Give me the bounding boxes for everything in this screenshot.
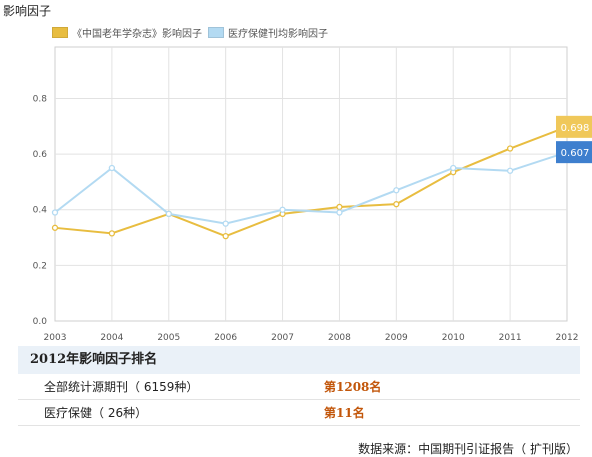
- y-tick-label: 0.0: [33, 317, 48, 327]
- legend-swatch-journal: [52, 27, 68, 38]
- chart-title: 影响因子: [3, 4, 52, 18]
- data-point[interactable]: [222, 233, 229, 240]
- x-tick-label: 2009: [385, 333, 408, 343]
- data-point[interactable]: [393, 201, 400, 208]
- data-point[interactable]: [450, 164, 457, 172]
- data-point[interactable]: [165, 210, 172, 218]
- data-point[interactable]: [51, 209, 59, 216]
- legend-label-journal: 《中国老年学杂志》影响因子: [72, 29, 202, 40]
- series-line-2: [54, 151, 568, 225]
- x-tick-label: 2008: [328, 333, 351, 343]
- end-value-label: 0.698: [561, 123, 590, 134]
- x-tick-label: 2006: [214, 333, 237, 343]
- y-tick-label: 0.2: [33, 261, 47, 271]
- x-tick-label: 2010: [442, 333, 465, 343]
- end-value-label-box: [556, 141, 592, 164]
- data-point[interactable]: [279, 206, 286, 213]
- source-note: 数据来源：中国期刊引证报告（ 扩刊版）: [358, 442, 578, 456]
- ranking-row: 医疗保健（ 26种） 第11名: [18, 400, 580, 426]
- legend-swatch-average: [208, 27, 224, 38]
- data-point[interactable]: [108, 230, 116, 237]
- data-point[interactable]: [506, 167, 514, 174]
- data-point[interactable]: [108, 164, 116, 172]
- x-tick-label: 2012: [556, 333, 579, 343]
- x-tick-label: 2011: [499, 333, 522, 343]
- legend-item-journal[interactable]: 《中国老年学杂志》影响因子: [52, 25, 202, 40]
- end-value-label-box: [556, 115, 592, 138]
- y-tick-label: 0.6: [33, 150, 48, 160]
- end-value-label: 0.607: [561, 148, 590, 159]
- data-point[interactable]: [506, 145, 514, 152]
- ranking-value: 第1208名: [324, 380, 382, 394]
- x-tick-label: 2003: [44, 333, 67, 343]
- line-chart: 2003 2004 2005 2006 2007 2008 2009 2010 2011 2012…: [33, 46, 592, 343]
- ranking-value: 第11名: [324, 406, 365, 420]
- ranking-label: 医疗保健（ 26种）: [44, 406, 148, 420]
- legend: 《中国老年学杂志》影响因子 医疗保健刊均影响因子: [52, 25, 334, 40]
- ranking-header: 2012年影响因子排名: [18, 346, 580, 374]
- ranking-row: 全部统计源期刊（ 6159种） 第1208名: [18, 374, 580, 400]
- legend-item-average[interactable]: 医疗保健刊均影响因子: [208, 25, 328, 40]
- ranking-label: 全部统计源期刊（ 6159种）: [44, 380, 199, 394]
- plot-area: [54, 46, 568, 322]
- legend-label-average: 医疗保健刊均影响因子: [228, 29, 328, 40]
- data-point[interactable]: [336, 203, 343, 211]
- y-tick-label: 0.8: [33, 94, 48, 104]
- ranking-panel: 2012年影响因子排名 全部统计源期刊（ 6159种） 第1208名 医疗保健（…: [18, 346, 580, 426]
- data-point[interactable]: [336, 209, 343, 216]
- y-tick-label: 0.4: [33, 206, 48, 216]
- x-tick-label: 2007: [271, 333, 294, 343]
- x-tick-label: 2004: [100, 333, 123, 343]
- data-point[interactable]: [393, 187, 400, 194]
- data-point[interactable]: [222, 220, 229, 227]
- x-tick-label: 2005: [157, 333, 180, 343]
- data-point[interactable]: [51, 224, 59, 231]
